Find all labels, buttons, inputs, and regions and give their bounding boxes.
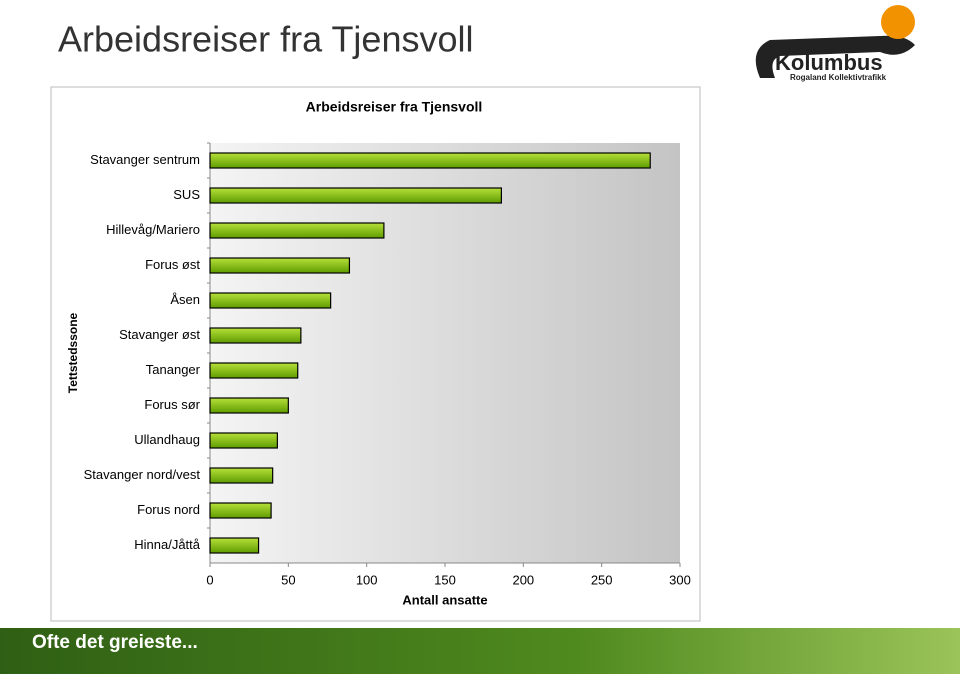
slide-title: Arbeidsreiser fra Tjensvoll — [58, 19, 474, 60]
x-tick-label: 50 — [281, 572, 295, 587]
bar — [209, 222, 385, 239]
y-tick-label: Forus sør — [144, 397, 200, 412]
footer-band — [0, 628, 960, 674]
chart-title: Arbeidsreiser fra Tjensvoll — [306, 99, 483, 115]
x-tick-label: 200 — [512, 572, 534, 587]
logo: Kolumbus Rogaland Kollektivtrafikk — [755, 5, 915, 82]
bar — [209, 432, 278, 449]
footer-text: Ofte det greieste... — [32, 632, 198, 653]
logo-name: Kolumbus — [775, 50, 883, 75]
bar — [209, 362, 299, 379]
bar — [209, 327, 302, 344]
bar — [209, 502, 272, 519]
x-tick-label: 300 — [669, 572, 691, 587]
y-tick-label: Stavanger nord/vest — [84, 467, 201, 482]
bar — [209, 397, 289, 414]
bar — [209, 292, 332, 309]
x-tick-label: 100 — [356, 572, 378, 587]
y-tick-label: Hinna/Jåttå — [134, 537, 201, 552]
chart: Arbeidsreiser fra Tjensvoll Antall ansat… — [66, 99, 691, 608]
y-tick-label: Forus nord — [137, 502, 200, 517]
y-tick-label: Åsen — [170, 292, 200, 307]
x-tick-label: 0 — [206, 572, 213, 587]
x-tick-label: 250 — [591, 572, 613, 587]
x-tick-label: 150 — [434, 572, 456, 587]
bar — [209, 467, 274, 484]
plot-area — [210, 143, 680, 563]
logo-figure — [881, 5, 915, 39]
x-axis-title: Antall ansatte — [402, 592, 487, 607]
y-tick-label: SUS — [173, 187, 200, 202]
bar — [209, 257, 351, 274]
y-axis-title: Tettstedssone — [66, 312, 80, 393]
y-tick-label: Stavanger sentrum — [90, 152, 200, 167]
logo-swoosh — [755, 35, 915, 78]
logo-subtitle: Rogaland Kollektivtrafikk — [790, 73, 887, 82]
bar — [209, 152, 651, 169]
bar — [209, 537, 260, 554]
bar — [209, 187, 502, 204]
y-tick-label: Tananger — [146, 362, 201, 377]
y-tick-label: Stavanger øst — [119, 327, 200, 342]
y-tick-label: Ullandhaug — [134, 432, 200, 447]
y-tick-label: Hillevåg/Mariero — [106, 222, 200, 237]
y-tick-label: Forus øst — [145, 257, 200, 272]
